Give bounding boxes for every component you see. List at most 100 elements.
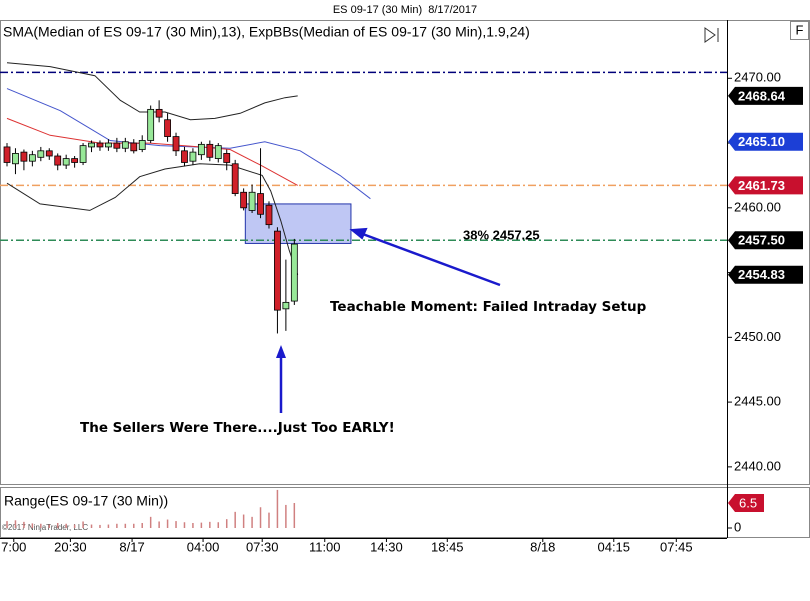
candle [113,137,121,153]
candle [20,149,28,171]
candle [12,148,19,175]
price-marker [728,176,803,195]
candle [155,100,163,123]
candle-body [189,151,197,162]
candle-body [147,108,155,141]
candle [147,105,155,144]
candle [181,146,188,167]
button-frame [790,21,809,40]
price-marker-label: 2457.50 [738,233,785,248]
button-label: F [796,22,804,37]
candle-body [172,136,180,152]
plot-area [0,62,727,334]
candle [28,150,36,167]
candle-body [54,155,62,166]
range-marker [728,494,764,512]
candle-body [96,142,104,148]
candle [130,139,138,154]
candle [257,148,264,219]
x-tick-label: 04:15 [597,539,630,554]
x-tick-label: 7:00 [1,539,26,554]
candle-body [45,150,53,157]
candle [172,132,180,157]
candle-body [231,163,239,194]
candle-body [240,191,248,209]
copyright: ©2017 NinjaTrader, LLC [2,523,88,532]
candle-body [223,153,231,163]
candle [45,148,53,160]
x-tick-label: 11:00 [309,539,341,554]
candle-body [257,193,264,215]
candle-body [214,145,222,159]
price-marker [728,231,803,250]
price-marker-label: 2468.64 [738,88,786,103]
indicator-label: SMA(Median of ES 09-17 (30 Min),13), Exp… [3,24,530,40]
x-tick-label: 8/17 [119,539,144,554]
annotation: The Sellers Were There....Just Too EARLY… [80,420,395,436]
candle [79,143,87,166]
candle-body [3,146,11,163]
x-tick-label: 07:30 [246,539,279,554]
candle [240,188,248,211]
candle-body [155,108,163,118]
y-tick-label: 0 [734,519,741,534]
indicator-line [6,163,299,275]
candle-body [12,153,19,165]
annotation: Teachable Moment: Failed Intraday Setup [330,299,647,315]
candle-body [282,301,290,310]
candle [164,113,171,142]
candle [214,143,222,163]
candle-body [265,204,273,226]
candle-body [113,142,121,149]
candle [3,143,11,167]
candle [71,156,79,168]
x-tick-label: 8/18 [530,539,555,554]
price-marker-label: 2461.73 [738,178,785,193]
candle [206,140,214,162]
candle-body [274,230,281,311]
arrow [359,231,501,287]
candle-body [88,142,95,148]
price-marker-label: 2454.83 [738,267,785,282]
indicator-line [6,62,298,121]
candle [274,227,281,334]
candle-body [20,151,28,162]
candle [37,146,45,162]
candle [223,149,231,171]
candle [290,238,298,305]
indicator-line [6,88,371,200]
candle [54,153,62,171]
candle-body [37,150,45,158]
candle-body [290,243,298,302]
candle-body [181,150,188,163]
y-tick-label: 2440.00 [734,458,781,473]
price-marker [728,86,803,105]
format-button[interactable]: F [790,21,809,40]
x-tick-label: 07:45 [660,539,693,554]
candle [138,135,146,153]
price-marker [728,132,803,151]
candle [231,159,239,197]
play-icon [704,27,716,43]
arrow-head [349,227,368,240]
candle [121,137,129,153]
candle [96,140,104,151]
y-tick-label: 2445.00 [734,394,781,409]
candle-body [121,141,129,149]
candle [62,154,70,169]
x-tick-label: 14:30 [370,539,403,554]
play-button[interactable] [704,27,719,43]
level-annotation: 38% 2457.25 [463,227,540,242]
range-marker-label: 6.5 [739,495,757,510]
candle-body [105,142,112,148]
candle [282,259,290,331]
candle-body [197,143,205,156]
candle [197,141,205,160]
candle-body [28,154,36,162]
range-title: Range(ES 09-17 (30 Min)) [4,493,168,509]
candle-body [130,142,138,152]
price-marker [728,265,803,284]
candle-body [206,143,214,158]
x-tick-label: 20:30 [54,539,87,554]
